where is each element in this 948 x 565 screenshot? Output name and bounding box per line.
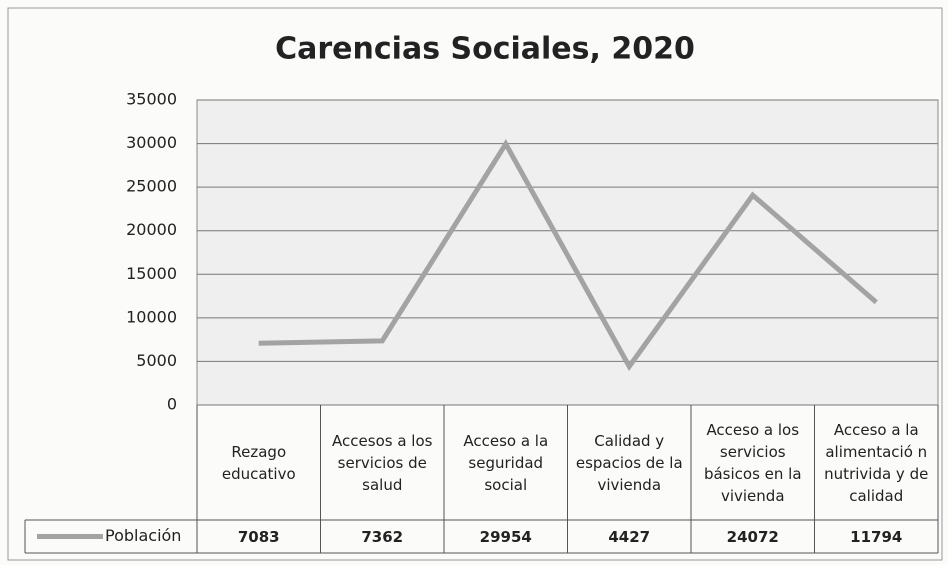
y-tick-label: 10000 bbox=[126, 307, 177, 326]
y-tick-label: 15000 bbox=[126, 264, 177, 283]
y-tick-label: 30000 bbox=[126, 133, 177, 152]
category-label: Acceso a los servicios básicos en la viv… bbox=[703, 420, 802, 505]
data-table-value: 4427 bbox=[608, 527, 651, 546]
chart-title: Carencias Sociales, 2020 bbox=[275, 32, 695, 67]
y-tick-label: 20000 bbox=[126, 220, 177, 239]
data-table-value: 29954 bbox=[479, 527, 532, 546]
data-table-value: 24072 bbox=[726, 527, 779, 546]
y-tick-label: 0 bbox=[167, 395, 177, 414]
category-label: Acceso a la alimentació n nutrivida y de… bbox=[824, 420, 929, 505]
series-line bbox=[258, 139, 878, 372]
data-table-value: 11794 bbox=[850, 527, 903, 546]
chart-border bbox=[7, 7, 943, 561]
y-tick-label: 25000 bbox=[126, 177, 177, 196]
category-label: Acceso a la seguridad social bbox=[463, 431, 549, 494]
category-label: Calidad y espacios de la vivienda bbox=[575, 431, 683, 494]
category-label: Rezago educativo bbox=[221, 442, 296, 483]
y-tick-label: 35000 bbox=[126, 90, 177, 109]
category-label: Accesos a los servicios de salud bbox=[332, 431, 433, 494]
data-table-value: 7083 bbox=[237, 527, 280, 546]
data-table-value: 7362 bbox=[361, 527, 404, 546]
y-tick-label: 5000 bbox=[136, 351, 177, 370]
legend-label: Población bbox=[105, 526, 181, 545]
